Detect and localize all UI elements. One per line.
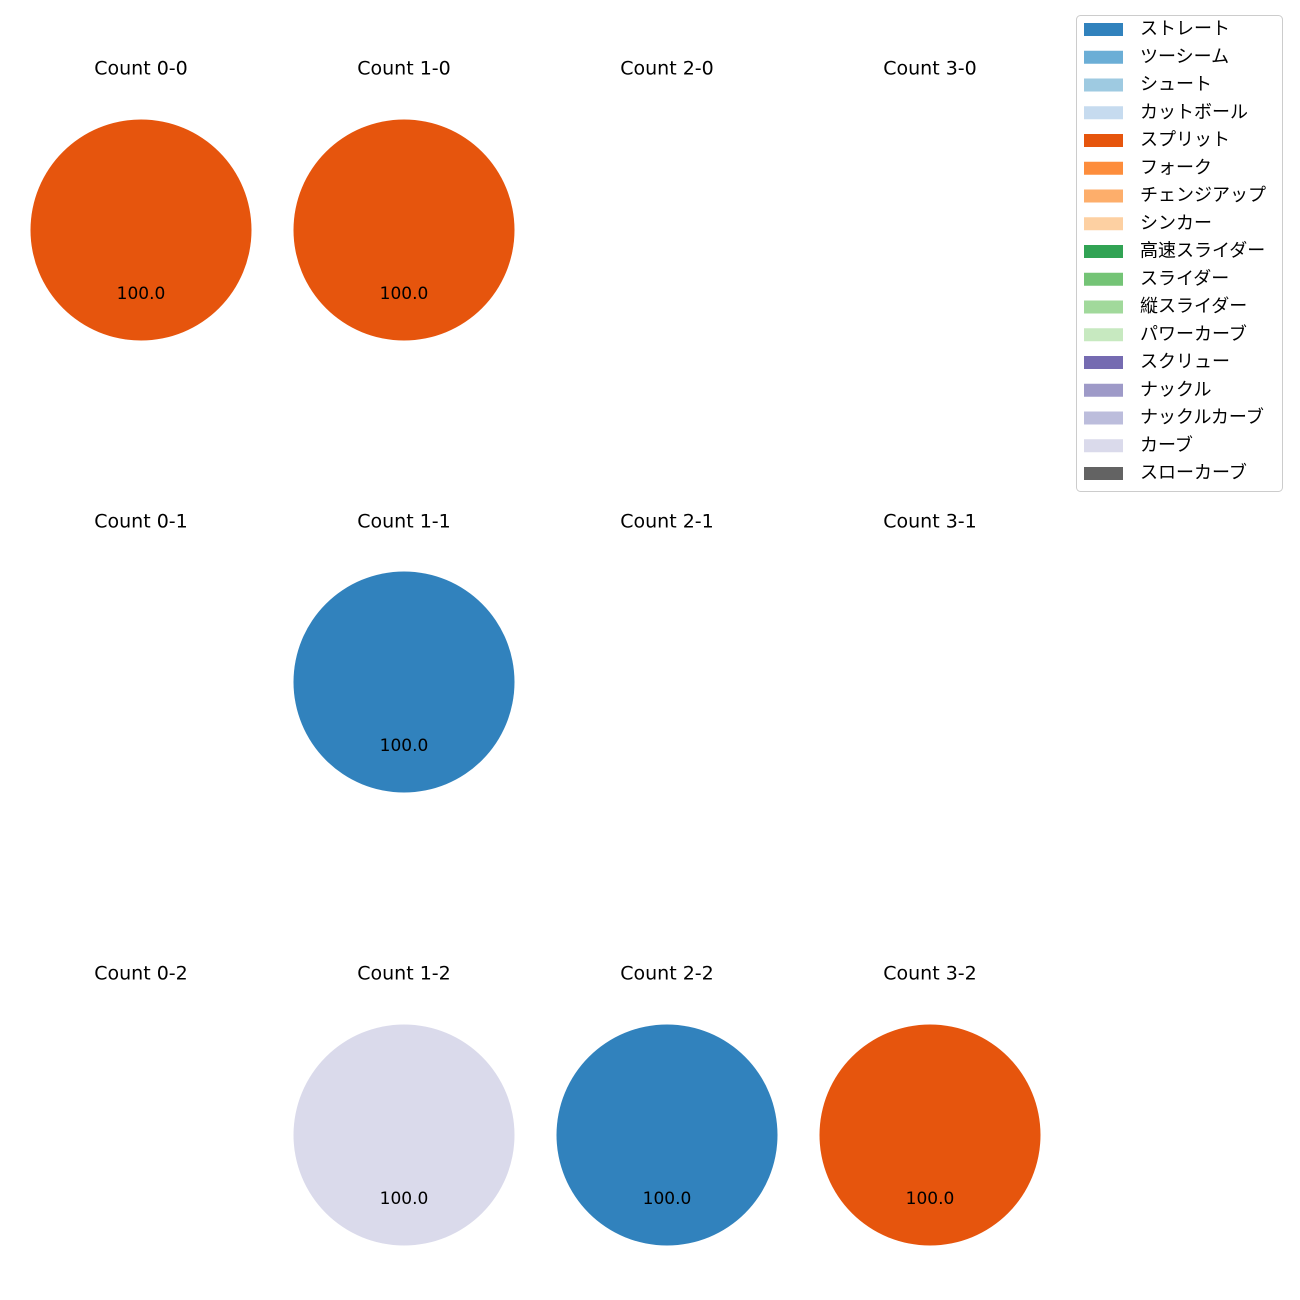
pie-panel: Count 2-2 100.0 — [556, 963, 778, 1246]
pie-panels: Count 0-0 100.0 Count 1-0 100.0 Count 2-0 Cou… — [30, 58, 1041, 1246]
legend-label: パワーカーブ — [1140, 323, 1247, 345]
panel-title: Count 3-1 — [883, 511, 977, 533]
legend-swatch — [1084, 467, 1123, 480]
pie-panel: Count 3-0 — [883, 58, 977, 80]
legend-label: カットボール — [1140, 102, 1248, 123]
legend-swatch — [1084, 217, 1123, 231]
legend-swatch — [1084, 411, 1123, 425]
pie-slice — [556, 1024, 778, 1246]
legend-swatch — [1084, 161, 1123, 175]
legend-label: ナックルカーブ — [1140, 406, 1264, 428]
pie-panel: Count 0-0 100.0 — [30, 58, 252, 341]
legend-frame — [1076, 15, 1283, 492]
legend-swatch — [1084, 106, 1123, 120]
legend-swatch — [1084, 356, 1123, 369]
pie-panel: Count 1-2 100.0 — [293, 963, 515, 1246]
pie-slice — [293, 1024, 515, 1246]
legend-label: スクリュー — [1140, 352, 1230, 373]
legend-label: スプリット — [1140, 130, 1230, 151]
legend-label: 縦スライダー — [1140, 296, 1247, 317]
legend-label: チェンジアップ — [1140, 185, 1266, 206]
pie-panel: Count 2-0 — [620, 58, 714, 80]
legend-swatch — [1084, 50, 1123, 64]
legend-swatch — [1084, 189, 1123, 203]
legend-label: 高速スライダー — [1140, 241, 1265, 262]
panel-title: Count 2-0 — [620, 58, 714, 80]
legend-swatch — [1084, 272, 1123, 286]
pie-panel: Count 2-1 — [620, 511, 714, 533]
panel-title: Count 3-2 — [883, 963, 977, 985]
pie-panel: Count 0-1 — [94, 511, 188, 533]
legend-swatch — [1084, 439, 1123, 453]
legend-swatch — [1084, 245, 1123, 258]
legend-swatch — [1084, 134, 1123, 147]
legend-label: フォーク — [1140, 157, 1212, 178]
panel-title: Count 0-0 — [94, 58, 188, 80]
pie-panel: Count 3-2 100.0 — [819, 963, 1041, 1246]
legend-label: スローカーブ — [1140, 462, 1247, 484]
legend-swatch — [1084, 300, 1123, 314]
pie-panel: Count 0-2 — [94, 963, 188, 985]
legend-label: ツーシーム — [1140, 46, 1229, 67]
legend-swatch — [1084, 383, 1123, 397]
pie-slice — [293, 119, 515, 341]
pie-slice-label: 100.0 — [380, 736, 429, 756]
pie-slice-label: 100.0 — [643, 1189, 692, 1209]
panel-title: Count 1-1 — [357, 511, 451, 533]
pie-panel: Count 1-1 100.0 — [293, 511, 515, 793]
panel-title: Count 2-1 — [620, 511, 714, 533]
pie-slice-label: 100.0 — [906, 1189, 955, 1209]
legend-label: スライダー — [1140, 268, 1229, 289]
legend-label: シンカー — [1140, 213, 1212, 234]
pie-slice — [30, 119, 252, 341]
legend-label: カーブ — [1140, 434, 1193, 456]
legend-swatch — [1084, 23, 1123, 36]
pie-slice-label: 100.0 — [380, 1189, 429, 1209]
pie-slice — [819, 1024, 1041, 1246]
pie-slice — [293, 571, 515, 793]
panel-title: Count 1-2 — [357, 963, 451, 985]
pie-slice-label: 100.0 — [380, 284, 429, 304]
legend-swatch — [1084, 328, 1123, 342]
pie-slice-label: 100.0 — [117, 284, 166, 304]
legend-swatch — [1084, 78, 1123, 92]
legend-label: ナックル — [1140, 379, 1211, 400]
legend-label: ストレート — [1140, 19, 1230, 40]
panel-title: Count 2-2 — [620, 963, 714, 985]
panel-title: Count 1-0 — [357, 58, 451, 80]
panel-title: Count 0-2 — [94, 963, 188, 985]
legend-label: シュート — [1140, 74, 1212, 95]
pie-panel: Count 3-1 — [883, 511, 977, 533]
panel-title: Count 3-0 — [883, 58, 977, 80]
panel-title: Count 0-1 — [94, 511, 188, 533]
pie-panel: Count 1-0 100.0 — [293, 58, 515, 341]
legend: ストレートツーシームシュートカットボールスプリットフォークチェンジアップシンカー… — [1076, 15, 1283, 492]
